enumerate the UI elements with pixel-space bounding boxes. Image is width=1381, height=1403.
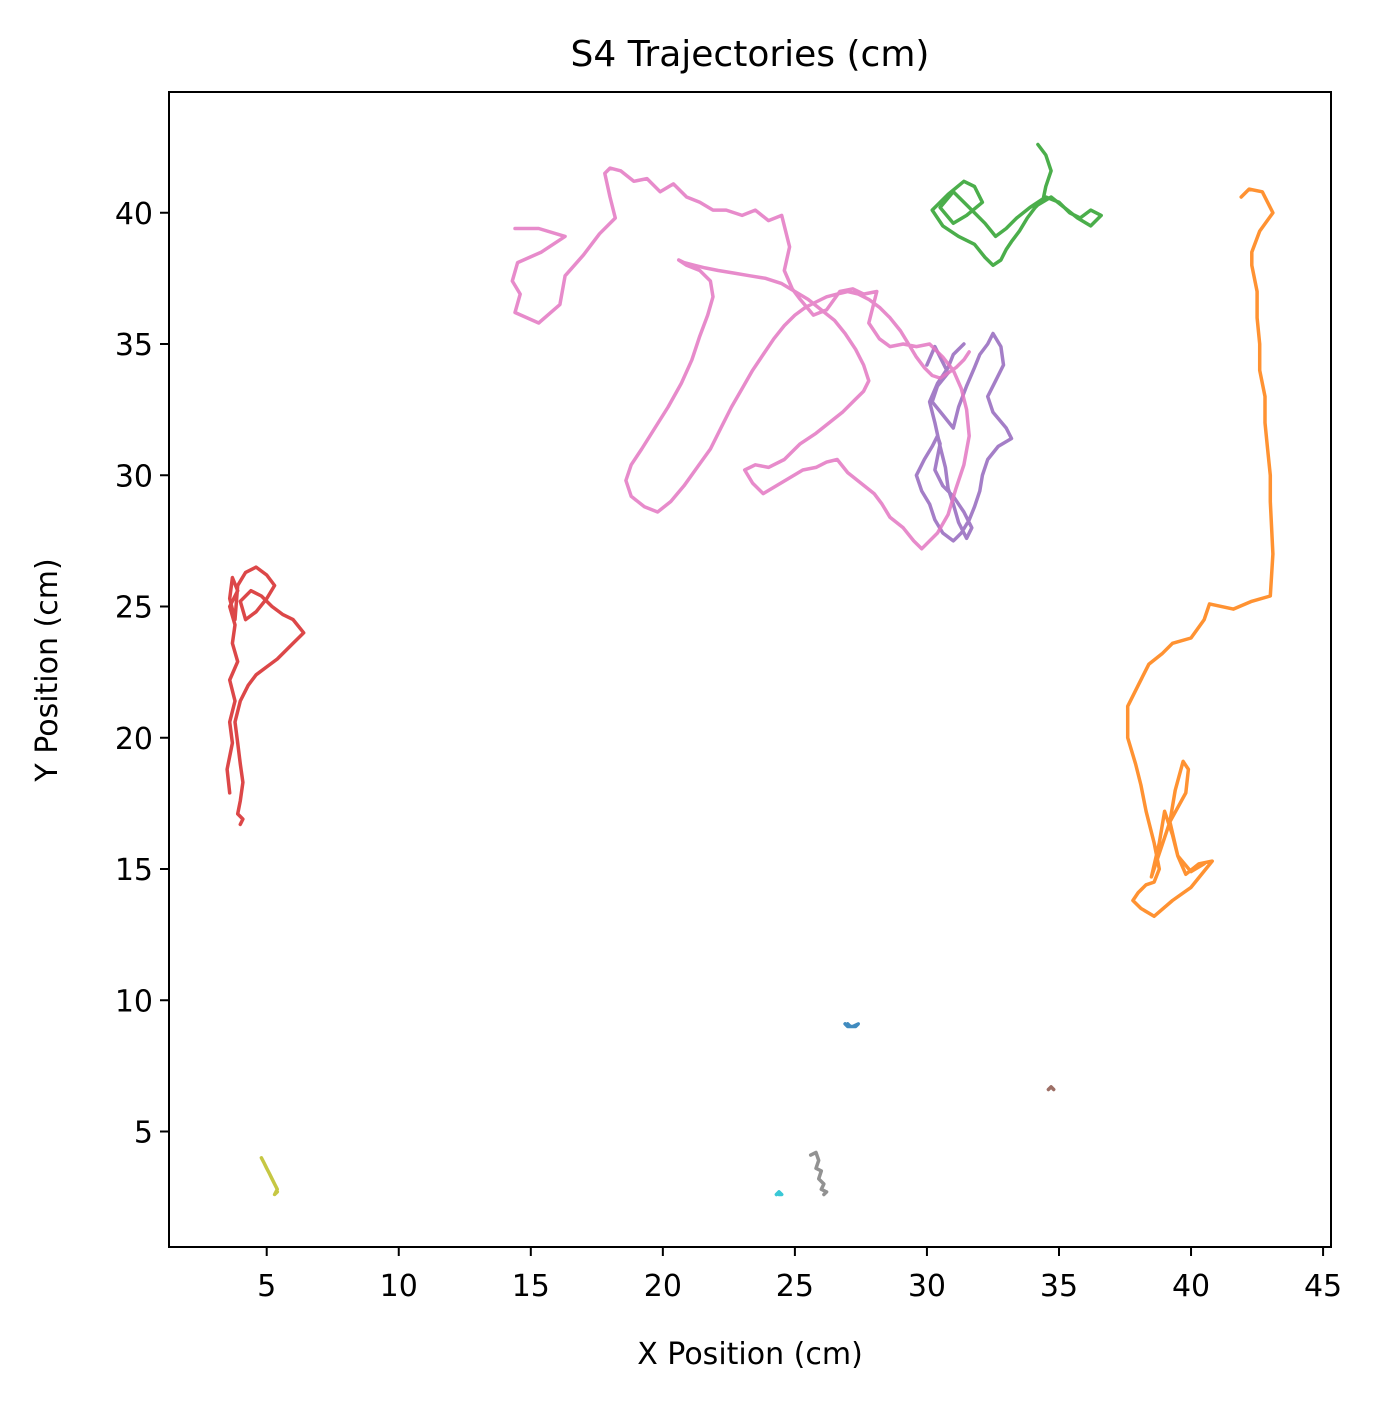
y-tick-label: 30 — [115, 459, 153, 494]
y-tick-label: 25 — [115, 591, 153, 626]
trajectory-series-1 — [843, 1022, 861, 1029]
trajectory-series-5 — [914, 331, 1014, 543]
trajectory-series-3 — [930, 142, 1103, 268]
x-tick-label: 20 — [644, 1269, 682, 1304]
y-axis: 5 10 15 20 25 30 35 40 — [115, 197, 169, 1151]
y-tick-label: 40 — [115, 197, 153, 232]
x-tick-label: 40 — [1172, 1269, 1210, 1304]
trajectory-series-7 — [510, 166, 971, 551]
x-axis: 5 10 15 20 25 30 35 40 45 — [257, 1247, 1342, 1304]
x-tick-label: 45 — [1304, 1269, 1342, 1304]
trajectory-series-6 — [1046, 1085, 1056, 1092]
trajectory-series-9 — [259, 1156, 280, 1197]
x-tick-label: 15 — [512, 1269, 550, 1304]
plot-frame — [168, 91, 1332, 1248]
plot-area — [225, 142, 1275, 1197]
y-tick-label: 35 — [115, 328, 153, 363]
x-tick-label: 25 — [776, 1269, 814, 1304]
trajectory-series-2 — [1125, 187, 1275, 919]
x-tick-label: 35 — [1040, 1269, 1078, 1304]
y-tick-label: 5 — [134, 1116, 153, 1151]
y-tick-label: 20 — [115, 722, 153, 757]
y-axis-label: Y Position (cm) — [30, 558, 65, 782]
x-tick-label: 30 — [908, 1269, 946, 1304]
x-axis-label: X Position (cm) — [637, 1337, 863, 1372]
chart-title: S4 Trajectories (cm) — [571, 34, 930, 75]
trajectory-series-8 — [808, 1150, 829, 1197]
trajectory-series-10 — [774, 1190, 784, 1197]
x-tick-label: 10 — [380, 1269, 418, 1304]
x-tick-label: 5 — [257, 1269, 276, 1304]
y-tick-label: 10 — [115, 984, 153, 1019]
trajectory-series-4 — [225, 565, 306, 827]
y-tick-label: 15 — [115, 853, 153, 888]
